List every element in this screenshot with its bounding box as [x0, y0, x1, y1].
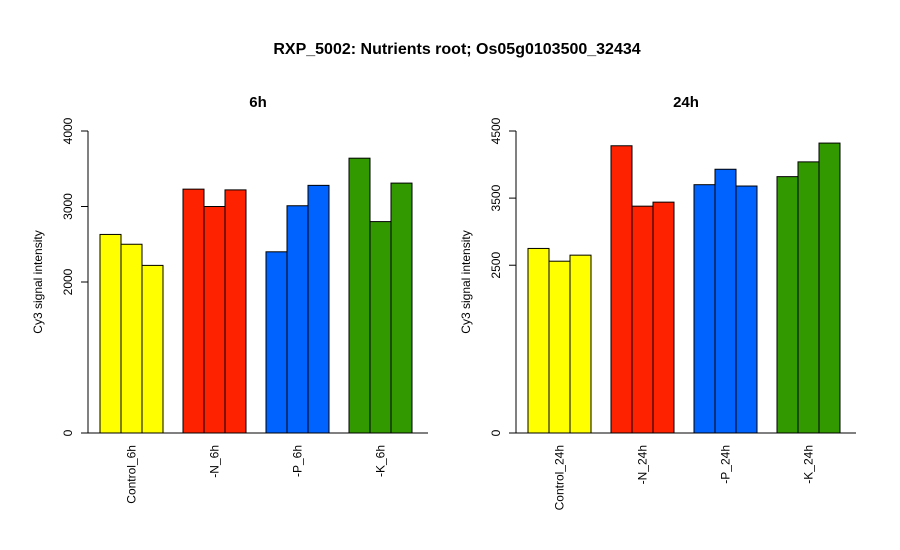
bar--p-24h-3 [735, 185, 758, 434]
y-axis-label: Cy3 signal intensity [459, 230, 473, 333]
x-tick-label: Control_24h [553, 445, 567, 510]
y-tick-label: 2000 [61, 268, 75, 295]
y-axis-label: Cy3 signal intensity [31, 230, 45, 333]
x-tick-label: -P_6h [291, 445, 305, 477]
y-tick-label: 0 [61, 429, 75, 436]
x-tick-label: Control_6h [125, 445, 139, 504]
y-tick-label: 0 [489, 429, 503, 436]
bar--k-6h-2 [369, 221, 392, 434]
bar-control-24h-1 [527, 247, 550, 434]
panel-title: 24h [673, 94, 699, 111]
y-tick-label: 3500 [489, 184, 503, 211]
bar-control-6h-1 [99, 233, 122, 434]
bar--k-24h-2 [797, 161, 820, 434]
y-tick-label: 4000 [61, 117, 75, 144]
bar--p-6h-3 [307, 184, 330, 434]
panel-title: 6h [249, 94, 267, 111]
x-tick-label: -K_24h [802, 445, 816, 484]
bar--p-24h-2 [714, 168, 737, 434]
bar-control-6h-3 [141, 264, 164, 434]
y-tick-label: 3000 [61, 193, 75, 220]
bar--k-6h-3 [390, 182, 413, 434]
bar--n-24h-3 [652, 201, 675, 434]
x-tick-label: -K_6h [374, 445, 388, 477]
bar--p-6h-1 [265, 251, 288, 434]
x-tick-label: -P_24h [719, 445, 733, 484]
bar--n-6h-2 [203, 206, 226, 434]
bar-control-24h-3 [569, 254, 592, 434]
x-tick-label: -N_6h [208, 445, 222, 478]
x-tick-label: -N_24h [636, 445, 650, 484]
bar--n-6h-1 [182, 188, 205, 434]
bar--n-24h-1 [610, 145, 633, 434]
bar--p-24h-1 [693, 184, 716, 434]
bar--p-6h-2 [286, 205, 309, 434]
figure-title: RXP_5002: Nutrients root; Os05g0103500_3… [273, 41, 640, 58]
bar--n-6h-3 [224, 189, 247, 434]
bar--k-6h-1 [348, 157, 371, 434]
bar--k-24h-3 [818, 142, 841, 434]
bar--k-24h-1 [776, 176, 799, 434]
y-tick-label: 2500 [489, 252, 503, 279]
bar--n-24h-2 [631, 205, 654, 434]
bar-control-6h-2 [120, 243, 143, 434]
bar-control-24h-2 [548, 260, 571, 434]
y-tick-label: 4500 [489, 117, 503, 144]
